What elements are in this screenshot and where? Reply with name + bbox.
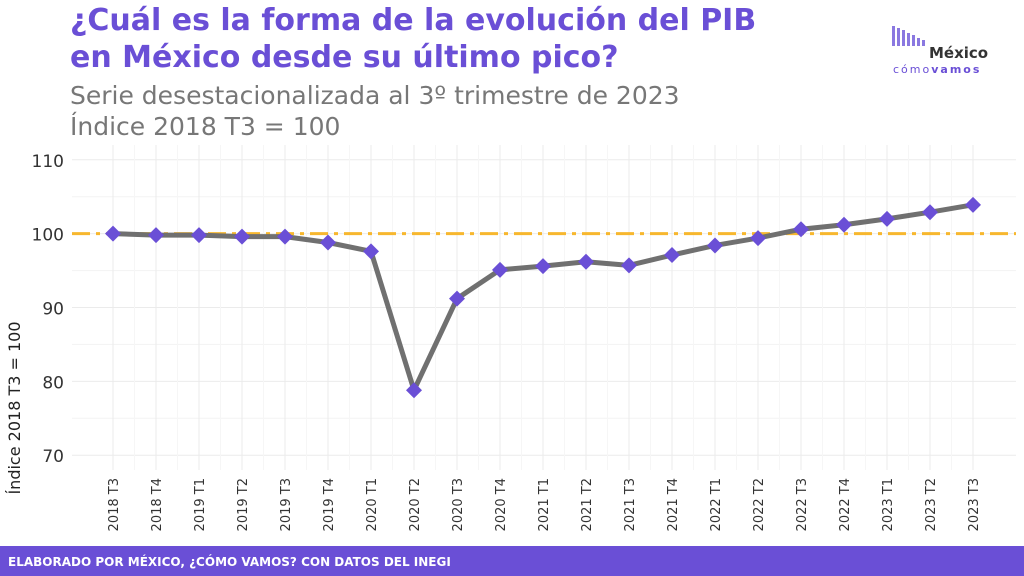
chart-subtitle-line2: Índice 2018 T3 = 100 — [70, 112, 341, 141]
x-tick-label: 2020 T2 — [408, 478, 423, 531]
data-point-2021-t2 — [578, 253, 594, 270]
data-point-2019-t2 — [234, 228, 250, 245]
x-tick-label: 2022 T3 — [795, 478, 810, 531]
footer-source-text: ELABORADO POR MÉXICO, ¿CÓMO VAMOS? CON D… — [8, 555, 451, 569]
data-point-2019-t1 — [191, 227, 207, 244]
x-tick-label: 2018 T4 — [150, 478, 165, 531]
logo-bars-icon — [892, 26, 925, 46]
chart-title-line2: en México desde su último pico? — [70, 40, 619, 75]
y-tick-label: 100 — [32, 226, 64, 246]
y-tick-label: 90 — [42, 300, 64, 320]
axis-ticks-layer: 70 80 90 100 110 2018 T3 2018 T4 2019 T1 2019 T2… — [32, 152, 982, 532]
x-tick-label: 2022 T1 — [709, 478, 724, 531]
logo-word-vamos: vamos — [931, 63, 982, 76]
chart-subtitle-line1: Serie desestacionalizada al 3º trimestre… — [70, 81, 680, 110]
x-tick-label: 2019 T2 — [236, 478, 251, 531]
logo-word-mexico: México — [929, 44, 989, 62]
x-tick-label: 2021 T4 — [666, 478, 681, 531]
data-point-2023-t1 — [879, 210, 895, 227]
logo-word-como: cómo — [893, 63, 932, 76]
x-tick-label: 2022 T2 — [752, 478, 767, 531]
data-point-2020-t4 — [492, 261, 508, 278]
data-point-2022-t4 — [836, 216, 852, 233]
chart-title-line1: ¿Cuál es la forma de la evolución del PI… — [70, 3, 757, 38]
x-tick-label: 2019 T3 — [279, 478, 294, 531]
data-point-2019-t3 — [277, 228, 293, 245]
y-tick-label: 110 — [32, 152, 64, 172]
y-axis-label: Índice 2018 T3 = 100 — [5, 321, 24, 494]
data-point-2020-t3 — [449, 290, 465, 307]
data-point-2022-t2 — [750, 230, 766, 247]
data-point-2023-t2 — [922, 204, 938, 221]
data-point-2021-t3 — [621, 257, 637, 274]
data-point-2020-t1 — [363, 243, 379, 260]
x-tick-label: 2021 T1 — [537, 478, 552, 531]
x-tick-label: 2020 T1 — [365, 478, 380, 531]
data-point-2019-t4 — [320, 234, 336, 251]
x-tick-label: 2023 T2 — [924, 478, 939, 531]
x-tick-label: 2021 T2 — [580, 478, 595, 531]
data-point-2018-t4 — [148, 227, 164, 244]
x-tick-label: 2021 T3 — [623, 478, 638, 531]
x-tick-label: 2019 T4 — [322, 478, 337, 531]
data-point-2022-t3 — [793, 221, 809, 238]
data-point-2018-t3 — [105, 225, 121, 242]
data-point-2020-t2 — [406, 382, 422, 399]
grid — [72, 145, 1016, 470]
x-tick-label: 2019 T1 — [193, 478, 208, 531]
x-tick-label: 2020 T3 — [451, 478, 466, 531]
chart-title: ¿Cuál es la forma de la evolución del PI… — [70, 2, 830, 76]
series-points-layer — [105, 196, 981, 399]
x-tick-label: 2023 T3 — [967, 478, 982, 531]
logo-word-comovamos: cómovamos — [893, 63, 981, 76]
x-tick-label: 2022 T4 — [838, 478, 853, 531]
data-point-2022-t1 — [707, 237, 723, 254]
y-tick-label: 80 — [42, 373, 64, 393]
data-point-2021-t1 — [535, 258, 551, 275]
y-tick-label: 70 — [42, 447, 64, 467]
chart-subtitle: Serie desestacionalizada al 3º trimestre… — [70, 80, 680, 142]
gdp-line-chart: Índice 2018 T3 = 100 70 80 90 100 110 2018 T3… — [5, 145, 1016, 532]
footer-bar: ELABORADO POR MÉXICO, ¿CÓMO VAMOS? CON D… — [0, 546, 1024, 576]
mexico-como-vamos-logo: México cómovamos — [890, 24, 1010, 84]
x-tick-label: 2018 T3 — [107, 478, 122, 531]
x-tick-label: 2023 T1 — [881, 478, 896, 531]
data-point-2023-t3 — [965, 196, 981, 213]
x-tick-label: 2020 T4 — [494, 478, 509, 531]
data-point-2021-t4 — [664, 247, 680, 264]
